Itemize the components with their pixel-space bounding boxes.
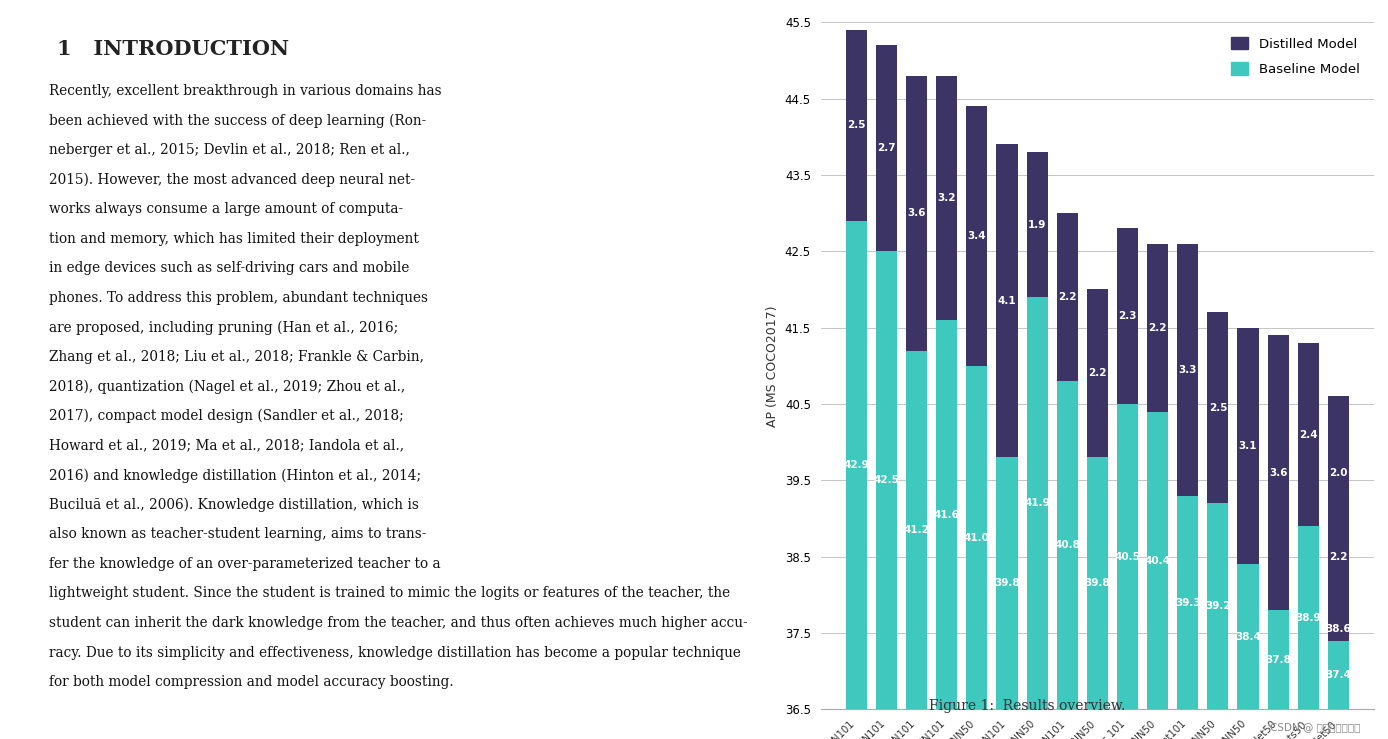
Bar — [1267, 610, 1288, 739]
Bar — [937, 320, 958, 739]
Text: fer the knowledge of an over-parameterized teacher to a: fer the knowledge of an over-parameteriz… — [49, 557, 440, 571]
Text: 2.5: 2.5 — [847, 120, 866, 130]
Text: 41.9: 41.9 — [1024, 498, 1051, 508]
Text: 3.6: 3.6 — [1269, 468, 1288, 477]
Bar — [1117, 404, 1138, 739]
Bar — [1146, 412, 1169, 739]
Text: CSDN @ ：）和东要拼命: CSDN @ ：）和东要拼命 — [1270, 721, 1360, 732]
Text: lightweight student. Since the student is trained to mimic the logits or feature: lightweight student. Since the student i… — [49, 587, 730, 600]
Legend: Distilled Model, Baseline Model: Distilled Model, Baseline Model — [1223, 29, 1367, 84]
Text: 37.4: 37.4 — [1326, 670, 1352, 680]
Bar — [1238, 327, 1259, 565]
Text: 2.2: 2.2 — [1058, 292, 1077, 302]
Bar — [845, 30, 868, 221]
Text: 42.5: 42.5 — [873, 475, 899, 486]
Text: 2.4: 2.4 — [1299, 429, 1317, 440]
Bar — [1146, 244, 1169, 412]
Bar — [845, 221, 868, 739]
Text: 2.7: 2.7 — [877, 143, 895, 153]
Bar — [1208, 503, 1228, 739]
Bar — [876, 45, 897, 251]
Text: 2017), compact model design (Sandler et al., 2018;: 2017), compact model design (Sandler et … — [49, 409, 404, 423]
Text: Figure 1:  Results overview.: Figure 1: Results overview. — [929, 699, 1126, 713]
Bar — [997, 457, 1017, 739]
Text: 41.0: 41.0 — [963, 533, 990, 542]
Text: for both model compression and model accuracy boosting.: for both model compression and model acc… — [49, 675, 454, 689]
Text: 41.2: 41.2 — [904, 525, 930, 535]
Text: are proposed, including pruning (Han et al., 2016;: are proposed, including pruning (Han et … — [49, 321, 398, 335]
Bar — [1087, 290, 1108, 457]
Text: 37.8: 37.8 — [1266, 655, 1291, 665]
Bar — [1087, 457, 1108, 739]
Text: phones. To address this problem, abundant techniques: phones. To address this problem, abundan… — [49, 291, 428, 305]
Text: 2.3: 2.3 — [1119, 311, 1137, 321]
Bar — [1027, 152, 1048, 297]
Text: Zhang et al., 2018; Liu et al., 2018; Frankle & Carbin,: Zhang et al., 2018; Liu et al., 2018; Fr… — [49, 350, 423, 364]
Bar — [1328, 641, 1349, 709]
Text: 2.2: 2.2 — [1088, 369, 1106, 378]
Bar — [966, 106, 987, 366]
Text: 39.8: 39.8 — [994, 579, 1020, 588]
Text: works always consume a large amount of computa-: works always consume a large amount of c… — [49, 202, 403, 217]
Bar — [906, 350, 927, 739]
Bar — [906, 75, 927, 350]
Text: 39.2: 39.2 — [1205, 602, 1231, 611]
Text: 2.0: 2.0 — [1330, 468, 1348, 477]
Text: 38.9: 38.9 — [1295, 613, 1321, 623]
Text: 2.5: 2.5 — [1209, 403, 1227, 413]
Text: 40.4: 40.4 — [1145, 556, 1170, 565]
Bar — [997, 144, 1017, 457]
Text: been achieved with the success of deep learning (Ron-: been achieved with the success of deep l… — [49, 114, 426, 128]
Text: neberger et al., 2015; Devlin et al., 2018; Ren et al.,: neberger et al., 2015; Devlin et al., 20… — [49, 143, 409, 157]
Text: 1.9: 1.9 — [1029, 219, 1047, 230]
Bar — [966, 366, 987, 739]
Y-axis label: AP (MS COCO2017): AP (MS COCO2017) — [766, 305, 779, 426]
Text: 3.2: 3.2 — [937, 193, 956, 202]
Text: in edge devices such as self-driving cars and mobile: in edge devices such as self-driving car… — [49, 262, 409, 276]
Text: 4.1: 4.1 — [998, 296, 1016, 306]
Text: also known as teacher-student learning, aims to trans-: also known as teacher-student learning, … — [49, 528, 426, 541]
Bar — [937, 75, 958, 320]
Text: 2.2: 2.2 — [1330, 552, 1348, 562]
Bar — [1238, 565, 1259, 739]
Text: 40.5: 40.5 — [1115, 552, 1141, 562]
Bar — [1056, 213, 1078, 381]
Text: 2015). However, the most advanced deep neural net-: 2015). However, the most advanced deep n… — [49, 173, 415, 187]
Text: tion and memory, which has limited their deployment: tion and memory, which has limited their… — [49, 232, 419, 246]
Bar — [1027, 297, 1048, 739]
Bar — [1298, 526, 1319, 739]
Text: 40.8: 40.8 — [1055, 540, 1080, 551]
Text: Recently, excellent breakthrough in various domains has: Recently, excellent breakthrough in vari… — [49, 84, 441, 98]
Text: 1   INTRODUCTION: 1 INTRODUCTION — [57, 39, 289, 59]
Text: racy. Due to its simplicity and effectiveness, knowledge distillation has become: racy. Due to its simplicity and effectiv… — [49, 646, 741, 659]
Bar — [1056, 381, 1078, 739]
Text: 3.1: 3.1 — [1238, 441, 1258, 451]
Bar — [1267, 336, 1288, 610]
Text: 3.6: 3.6 — [908, 208, 926, 218]
Bar — [1298, 343, 1319, 526]
Bar — [1208, 313, 1228, 503]
Text: 39.8: 39.8 — [1084, 579, 1110, 588]
Bar — [1177, 496, 1198, 739]
Text: 2.2: 2.2 — [1148, 323, 1167, 333]
Bar — [1328, 473, 1349, 641]
Text: 38.6: 38.6 — [1326, 624, 1352, 634]
Text: 42.9: 42.9 — [844, 460, 869, 470]
Bar — [1177, 244, 1198, 496]
Text: 38.4: 38.4 — [1235, 632, 1260, 642]
Bar — [1328, 549, 1349, 739]
Text: 39.3: 39.3 — [1176, 598, 1201, 607]
Text: 3.4: 3.4 — [967, 231, 987, 241]
Text: Buciluă et al., 2006). Knowledge distillation, which is: Buciluă et al., 2006). Knowledge distill… — [49, 498, 419, 512]
Text: 41.6: 41.6 — [934, 510, 959, 520]
Text: 2018), quantization (Nagel et al., 2019; Zhou et al.,: 2018), quantization (Nagel et al., 2019;… — [49, 380, 405, 394]
Text: student can inherit the dark knowledge from the teacher, and thus often achieves: student can inherit the dark knowledge f… — [49, 616, 748, 630]
Text: 2016) and knowledge distillation (Hinton et al., 2014;: 2016) and knowledge distillation (Hinton… — [49, 469, 421, 483]
Bar — [1328, 396, 1349, 549]
Text: 3.3: 3.3 — [1178, 364, 1196, 375]
Text: Howard et al., 2019; Ma et al., 2018; Iandola et al.,: Howard et al., 2019; Ma et al., 2018; Ia… — [49, 439, 404, 453]
Bar — [876, 251, 897, 739]
Bar — [1117, 228, 1138, 404]
